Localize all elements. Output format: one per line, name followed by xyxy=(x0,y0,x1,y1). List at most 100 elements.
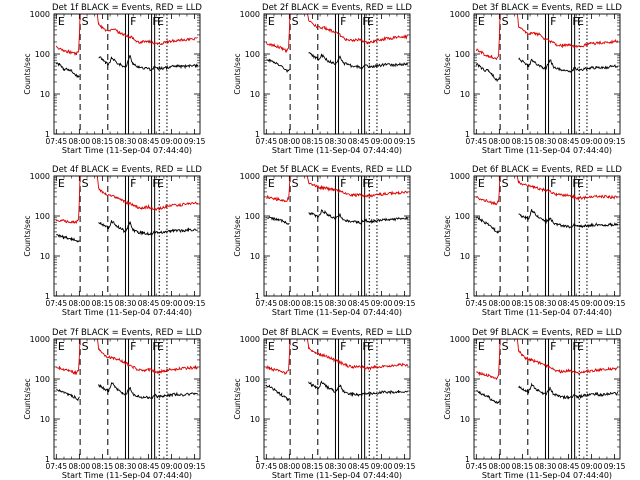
plot-frame xyxy=(263,175,411,297)
events-series-line xyxy=(56,220,198,243)
x-tick-label: 09:15 xyxy=(394,462,416,471)
region-label-e: E xyxy=(157,15,164,28)
plot-frame xyxy=(473,13,621,135)
panel-6: Det 6f BLACK = Events, RED = LLD 1 10 100 10… xyxy=(443,165,626,317)
region-label-f: F xyxy=(130,177,136,190)
y-tick-label: 10 xyxy=(460,90,470,99)
y-tick-label: 10 xyxy=(40,415,50,424)
x-tick-label: 08:00 xyxy=(279,299,301,308)
y-tick-label: 1 xyxy=(45,292,50,301)
region-label-f: F xyxy=(340,340,346,353)
panel-8: Det 8f BLACK = Events, RED = LLD 1 10 100 10… xyxy=(233,328,416,480)
x-tick-label: 09:00 xyxy=(371,137,393,146)
lld-series-line xyxy=(266,176,408,203)
region-label-f: F xyxy=(340,15,346,28)
y-tick-label: 10 xyxy=(40,252,50,261)
x-tick-label: 08:30 xyxy=(115,137,137,146)
panel-title: Det 7f BLACK = Events, RED = LLD xyxy=(52,328,202,338)
x-tick-label: 08:00 xyxy=(279,462,301,471)
y-axis-label: Counts/sec xyxy=(23,378,32,419)
region-label-f: F xyxy=(130,340,136,353)
x-tick-label: 07:45 xyxy=(465,137,487,146)
region-label-f: F xyxy=(152,15,158,28)
x-tick-label: 08:45 xyxy=(558,462,580,471)
y-tick-label: 100 xyxy=(455,50,470,59)
events-series-line xyxy=(55,54,199,78)
y-tick-label: 1000 xyxy=(240,335,260,344)
x-tick-label: 09:00 xyxy=(161,462,183,471)
x-tick-label: 08:15 xyxy=(302,137,324,146)
x-tick-label: 07:45 xyxy=(45,299,67,308)
x-tick-label: 08:00 xyxy=(489,137,511,146)
y-axis-label: Counts/sec xyxy=(233,53,242,94)
region-label-s: S xyxy=(82,340,89,353)
x-tick-label: 08:15 xyxy=(302,299,324,308)
y-tick-label: 1 xyxy=(255,455,260,464)
region-label-s: S xyxy=(82,177,89,190)
y-tick-label: 100 xyxy=(35,212,50,221)
region-label-f: F xyxy=(572,177,578,190)
panel-title: Det 9f BLACK = Events, RED = LLD xyxy=(472,328,622,338)
region-label-e: E xyxy=(577,15,584,28)
y-tick-label: 1 xyxy=(45,130,50,139)
x-tick-label: 08:00 xyxy=(69,137,91,146)
region-label-s: S xyxy=(502,340,509,353)
region-label-e: E xyxy=(58,340,65,353)
y-tick-label: 10 xyxy=(40,90,50,99)
x-tick-label: 09:00 xyxy=(581,137,603,146)
x-tick-label: 08:45 xyxy=(348,299,370,308)
region-label-f: F xyxy=(362,177,368,190)
x-tick-label: 08:45 xyxy=(138,299,160,308)
x-tick-label: 09:15 xyxy=(184,137,206,146)
y-axis-label: Counts/sec xyxy=(23,53,32,94)
region-label-f: F xyxy=(550,340,556,353)
x-axis-label: Start Time (11-Sep-04 07:44:40) xyxy=(482,308,612,317)
events-series-line xyxy=(476,382,619,404)
region-label-e: E xyxy=(577,177,584,190)
x-tick-label: 07:45 xyxy=(45,137,67,146)
y-tick-label: 1000 xyxy=(240,172,260,181)
y-tick-label: 100 xyxy=(455,375,470,384)
y-tick-label: 1000 xyxy=(450,172,470,181)
x-axis-label: Start Time (11-Sep-04 07:44:40) xyxy=(272,146,402,155)
region-label-s: S xyxy=(292,177,299,190)
plot-frame xyxy=(53,175,201,297)
x-tick-label: 07:45 xyxy=(45,462,67,471)
x-tick-label: 07:45 xyxy=(255,137,277,146)
y-tick-label: 1000 xyxy=(450,10,470,19)
x-tick-label: 07:45 xyxy=(255,462,277,471)
y-tick-label: 1000 xyxy=(450,335,470,344)
x-tick-label: 09:15 xyxy=(184,462,206,471)
region-label-e: E xyxy=(367,15,374,28)
x-tick-label: 08:30 xyxy=(325,137,347,146)
plot-frame xyxy=(53,338,201,460)
panel-title: Det 4f BLACK = Events, RED = LLD xyxy=(52,165,202,175)
y-tick-label: 100 xyxy=(455,212,470,221)
y-tick-label: 1 xyxy=(465,292,470,301)
y-tick-label: 1000 xyxy=(30,172,50,181)
y-tick-label: 1 xyxy=(465,455,470,464)
y-tick-label: 1000 xyxy=(240,10,260,19)
region-label-f: F xyxy=(362,340,368,353)
x-tick-label: 09:00 xyxy=(371,299,393,308)
x-tick-label: 08:30 xyxy=(535,462,557,471)
y-tick-label: 1 xyxy=(465,130,470,139)
y-axis-label: Counts/sec xyxy=(443,53,452,94)
x-axis-label: Start Time (11-Sep-04 07:44:40) xyxy=(62,146,192,155)
y-tick-label: 100 xyxy=(35,50,50,59)
events-series-line xyxy=(266,52,409,73)
region-label-e: E xyxy=(157,340,164,353)
panel-2: Det 2f BLACK = Events, RED = LLD 1 10 100 10… xyxy=(233,3,416,155)
x-tick-label: 08:15 xyxy=(512,462,534,471)
x-tick-label: 09:00 xyxy=(161,137,183,146)
y-tick-label: 1 xyxy=(45,455,50,464)
y-axis-label: Counts/sec xyxy=(23,215,32,256)
x-tick-label: 08:45 xyxy=(138,462,160,471)
region-label-s: S xyxy=(502,15,509,28)
region-label-e: E xyxy=(478,15,485,28)
x-tick-label: 08:45 xyxy=(348,137,370,146)
lld-series-line xyxy=(475,14,619,60)
panel-5: Det 5f BLACK = Events, RED = LLD 1 10 100 10… xyxy=(233,165,416,317)
lld-series-line xyxy=(55,176,199,224)
